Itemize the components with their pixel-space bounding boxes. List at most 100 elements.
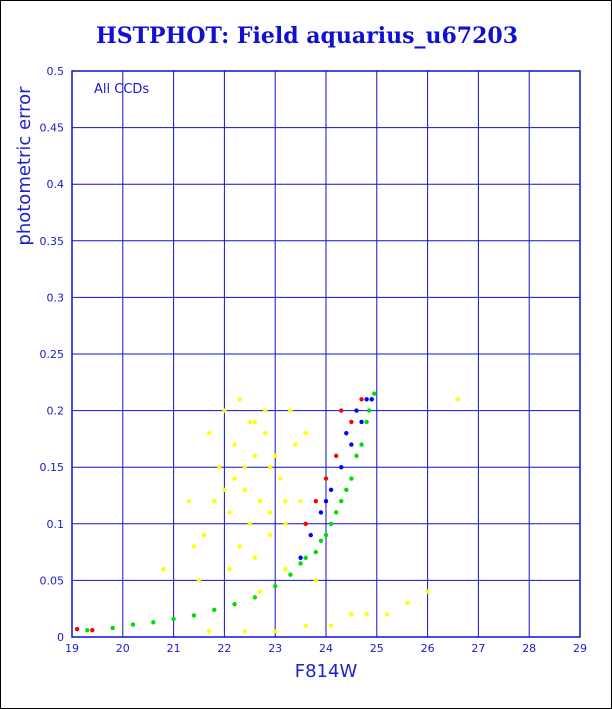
plot-frame <box>71 70 581 638</box>
data-point-green <box>85 628 90 633</box>
data-point-red <box>333 453 339 459</box>
data-point-green <box>364 419 369 425</box>
data-point-green <box>151 620 156 625</box>
data-point-yellow <box>222 408 227 413</box>
data-point-yellow <box>405 600 410 606</box>
data-point-green <box>354 453 359 459</box>
data-point-green <box>110 625 115 631</box>
y-tick-label: 0.4 <box>47 178 65 191</box>
data-point-yellow <box>206 629 212 634</box>
data-point-green <box>328 521 334 526</box>
data-point-yellow <box>237 544 242 549</box>
data-point-yellow <box>267 532 273 538</box>
data-point-blue <box>364 397 369 402</box>
data-point-blue <box>369 397 374 402</box>
y-tick-label: 0.3 <box>47 291 65 304</box>
x-axis-label: F814W <box>295 661 358 682</box>
data-point-blue <box>318 510 324 515</box>
data-point-yellow <box>196 578 202 583</box>
grid-lines <box>71 70 581 638</box>
x-tick-labels: 19 20 21 22 23 24 25 26 27 28 29 <box>65 642 587 655</box>
y-tick-label: 0.25 <box>40 348 65 361</box>
y-tick-label: 0.2 <box>47 405 65 418</box>
y-tick-label: 0.1 <box>47 518 65 531</box>
data-point-yellow <box>206 431 212 436</box>
data-point-yellow <box>257 498 263 504</box>
data-point-yellow <box>455 397 461 402</box>
data-point-green <box>303 555 308 560</box>
data-point-blue <box>339 465 344 470</box>
data-point-green <box>273 583 278 589</box>
x-tick-label: 19 <box>65 642 79 655</box>
data-point-green <box>298 561 303 566</box>
x-tick-label: 29 <box>573 642 587 655</box>
data-point-yellow <box>242 487 247 493</box>
x-tick-label: 22 <box>217 642 231 655</box>
x-tick-label: 20 <box>116 642 130 655</box>
data-point-yellow <box>384 612 390 617</box>
x-tick-label: 25 <box>370 642 384 655</box>
data-point-yellow <box>242 465 247 470</box>
x-tick-label: 21 <box>167 642 181 655</box>
data-point-green <box>323 532 329 538</box>
data-point-yellow <box>283 521 288 526</box>
y-tick-label: 0 <box>57 631 64 644</box>
data-point-green <box>212 607 217 613</box>
data-point-yellow <box>303 623 308 628</box>
data-point-red <box>74 626 80 632</box>
x-tick-label: 28 <box>522 642 536 655</box>
x-tick-label: 26 <box>421 642 435 655</box>
data-point-yellow <box>161 566 166 572</box>
data-point-yellow <box>212 498 217 504</box>
data-point-green <box>171 616 176 622</box>
data-point-yellow <box>278 476 283 481</box>
x-tick-label: 23 <box>268 642 282 655</box>
data-point-yellow <box>252 419 258 425</box>
data-point-yellow <box>298 498 303 504</box>
data-point-yellow <box>283 498 288 504</box>
data-point-yellow <box>247 419 252 425</box>
data-point-yellow <box>252 453 258 459</box>
x-tick-label: 24 <box>319 642 333 655</box>
data-point-green <box>232 601 237 607</box>
data-point-red <box>303 521 308 526</box>
data-point-yellow <box>222 487 227 493</box>
data-point-green <box>333 510 339 515</box>
data-point-yellow <box>237 397 242 402</box>
y-tick-label: 0.05 <box>40 574 65 587</box>
y-axis-label: photometric error <box>14 86 35 246</box>
y-tick-label: 0.45 <box>40 122 65 135</box>
data-point-yellow <box>288 408 293 413</box>
data-point-yellow <box>257 589 263 594</box>
data-point-green <box>344 487 349 493</box>
data-point-green <box>130 622 136 627</box>
data-point-yellow <box>328 623 334 628</box>
y-tick-label: 0.35 <box>40 235 65 248</box>
data-point-yellow <box>232 476 237 481</box>
data-point-green <box>318 538 324 543</box>
data-point-red <box>313 498 319 504</box>
data-point-yellow <box>293 442 298 447</box>
data-point-red <box>339 408 344 413</box>
y-tick-label: 0.15 <box>40 461 65 474</box>
data-point-yellow <box>201 532 207 538</box>
data-point-yellow <box>262 431 268 436</box>
data-point-yellow <box>267 510 273 515</box>
data-point-yellow <box>313 578 319 583</box>
data-point-red <box>349 419 354 425</box>
data-point-green <box>313 549 319 555</box>
data-point-yellow <box>262 408 268 413</box>
data-point-blue <box>328 487 334 493</box>
data-point-yellow <box>303 431 308 436</box>
data-point-green <box>349 476 354 481</box>
data-point-red <box>90 628 95 633</box>
chart-title: HSTPHOT: Field aquarius_u67203 <box>95 23 519 49</box>
data-point-yellow <box>283 566 288 572</box>
data-point-yellow <box>242 629 247 634</box>
data-point-yellow <box>273 629 278 634</box>
data-point-blue <box>308 532 313 538</box>
data-point-yellow <box>232 442 237 447</box>
annotation-all-ccds: All CCDs <box>94 82 149 97</box>
data-point-yellow <box>186 498 192 504</box>
